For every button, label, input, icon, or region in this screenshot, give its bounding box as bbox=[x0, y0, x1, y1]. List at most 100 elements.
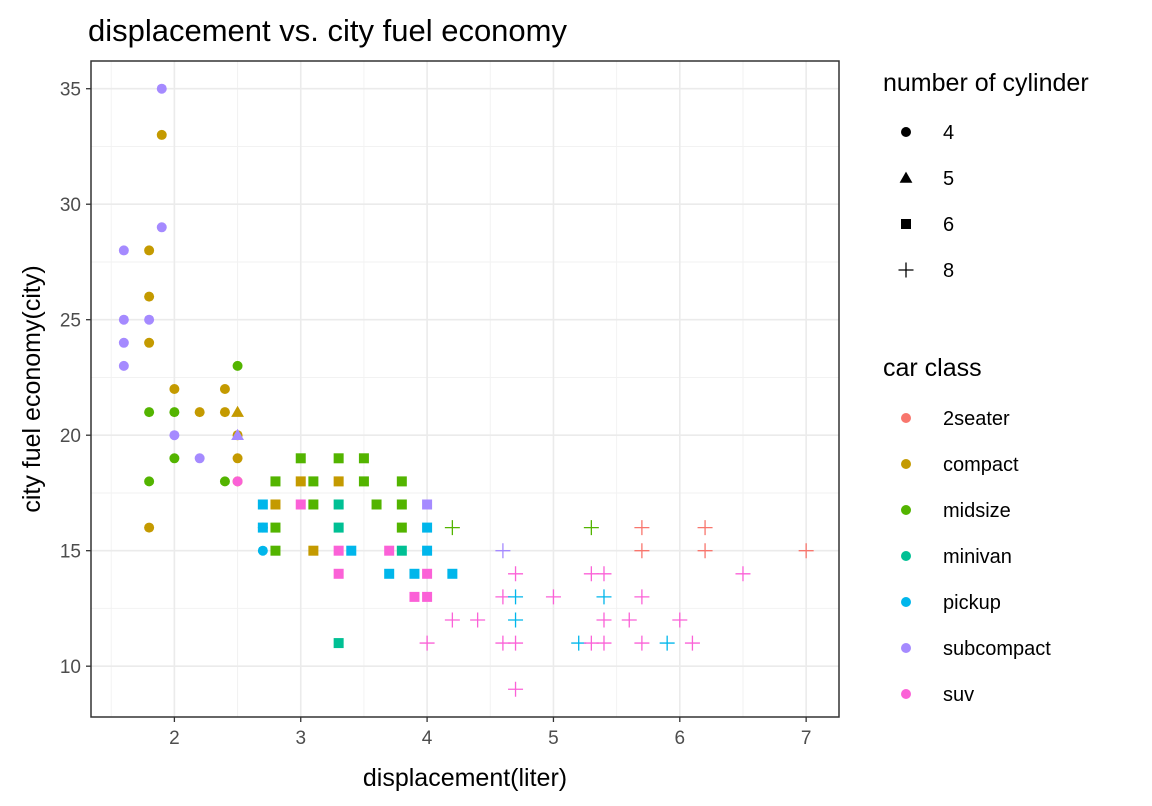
y-tick-label: 15 bbox=[60, 542, 81, 563]
x-tick-label: 2 bbox=[169, 728, 180, 749]
x-tick-label: 4 bbox=[422, 728, 433, 749]
data-point bbox=[270, 499, 281, 510]
data-point bbox=[634, 635, 650, 651]
data-point bbox=[422, 522, 433, 533]
y-tick-label: 30 bbox=[60, 195, 81, 216]
data-point bbox=[333, 499, 344, 510]
x-tick-label: 6 bbox=[675, 728, 686, 749]
data-point bbox=[257, 499, 268, 510]
data-point bbox=[697, 543, 713, 559]
legend-key-class-compact bbox=[901, 459, 911, 469]
y-tick-label: 25 bbox=[60, 311, 81, 332]
data-point bbox=[295, 476, 306, 487]
data-point bbox=[333, 476, 344, 487]
x-tick-label: 5 bbox=[548, 728, 559, 749]
data-point bbox=[409, 568, 420, 579]
data-point bbox=[257, 545, 268, 556]
legend-key-class-pickup bbox=[901, 597, 911, 607]
legend-cylinder: number of cylinder 4 5 6 8 bbox=[883, 69, 1089, 282]
data-point bbox=[672, 612, 688, 628]
data-point bbox=[735, 566, 751, 582]
data-point bbox=[396, 499, 407, 510]
data-point bbox=[545, 589, 561, 605]
data-point bbox=[156, 129, 167, 140]
data-point bbox=[422, 499, 433, 510]
data-point bbox=[596, 589, 612, 605]
data-point bbox=[144, 337, 155, 348]
data-point bbox=[308, 545, 319, 556]
data-point bbox=[409, 591, 420, 602]
data-point bbox=[697, 520, 713, 536]
legend-key-class-suv bbox=[901, 689, 911, 699]
x-axis-title: displacement(liter) bbox=[363, 764, 567, 792]
data-point bbox=[583, 566, 599, 582]
data-point bbox=[422, 545, 433, 556]
data-point bbox=[798, 543, 814, 559]
data-point bbox=[308, 476, 319, 487]
data-point bbox=[156, 222, 167, 233]
data-point bbox=[508, 681, 524, 697]
data-point bbox=[596, 612, 612, 628]
y-axis-title: city fuel economy(city) bbox=[18, 265, 46, 512]
data-point bbox=[470, 612, 486, 628]
data-point bbox=[495, 635, 511, 651]
legend-key-class-subcompact bbox=[901, 643, 911, 653]
legend-key-class-2seater bbox=[901, 413, 911, 423]
data-point bbox=[295, 499, 306, 510]
data-point bbox=[219, 407, 230, 418]
data-point bbox=[333, 638, 344, 649]
legend-label-class: suv bbox=[943, 684, 974, 706]
data-point bbox=[583, 520, 599, 536]
x-tick-label: 3 bbox=[295, 728, 306, 749]
data-point bbox=[295, 453, 306, 464]
data-point bbox=[419, 635, 435, 651]
legend-label-class: compact bbox=[943, 454, 1019, 476]
legend-key-shape-plus bbox=[898, 262, 914, 278]
data-point bbox=[422, 568, 433, 579]
data-point bbox=[118, 314, 129, 325]
legend-cylinder-title: number of cylinder bbox=[883, 69, 1089, 97]
data-point bbox=[396, 522, 407, 533]
data-point bbox=[231, 428, 244, 440]
data-point bbox=[308, 499, 319, 510]
data-point bbox=[118, 337, 129, 348]
data-point bbox=[118, 245, 129, 256]
data-point bbox=[144, 407, 155, 418]
data-point bbox=[232, 476, 243, 487]
data-point bbox=[684, 635, 700, 651]
legend-label-class: pickup bbox=[943, 592, 1001, 614]
data-point bbox=[270, 476, 281, 487]
legend-key-shape-triangle bbox=[899, 171, 913, 183]
data-point bbox=[118, 360, 129, 371]
data-point bbox=[169, 407, 180, 418]
data-point bbox=[508, 589, 524, 605]
data-point bbox=[219, 384, 230, 394]
legend-label-class: minivan bbox=[943, 546, 1012, 568]
data-point bbox=[508, 612, 524, 628]
data-point bbox=[583, 635, 599, 651]
data-point bbox=[144, 291, 155, 302]
data-point bbox=[333, 522, 344, 533]
data-point bbox=[596, 566, 612, 582]
data-point bbox=[270, 522, 281, 533]
data-point bbox=[333, 545, 344, 556]
legend-key-class-minivan bbox=[901, 551, 911, 561]
grid-lines bbox=[91, 61, 839, 717]
data-point bbox=[571, 635, 587, 651]
data-point bbox=[169, 453, 180, 464]
data-point bbox=[231, 405, 244, 417]
data-point bbox=[144, 245, 155, 256]
data-point bbox=[194, 407, 205, 418]
data-point bbox=[634, 543, 650, 559]
y-tick-label: 35 bbox=[60, 80, 81, 101]
plot-panel-background bbox=[91, 61, 839, 717]
legend-label-class: subcompact bbox=[943, 638, 1051, 660]
data-point bbox=[596, 635, 612, 651]
legend-label-class: 2seater bbox=[943, 408, 1010, 430]
legend-class-title: car class bbox=[883, 354, 982, 382]
legend-key-shape-square bbox=[901, 219, 911, 229]
x-axis: 2 3 4 5 6 7 bbox=[169, 717, 811, 749]
legend-label-class: midsize bbox=[943, 500, 1011, 522]
data-point bbox=[384, 545, 395, 556]
